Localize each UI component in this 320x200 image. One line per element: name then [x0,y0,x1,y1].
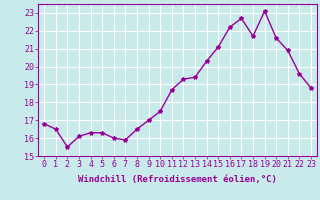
X-axis label: Windchill (Refroidissement éolien,°C): Windchill (Refroidissement éolien,°C) [78,175,277,184]
